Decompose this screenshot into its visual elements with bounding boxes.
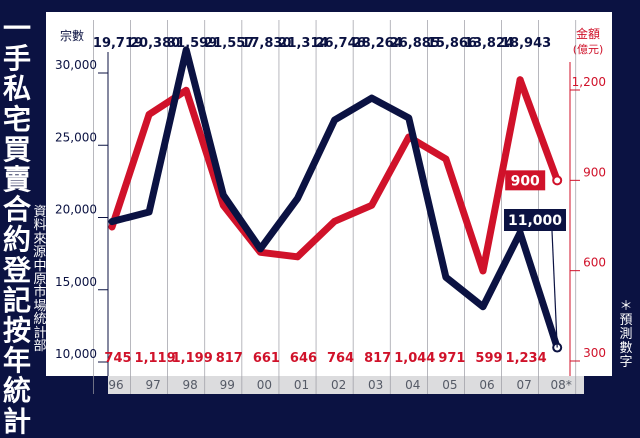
volume-data-label: 26,885	[390, 36, 440, 51]
line-chart: 宗數 金額 (億元) 10,000 15,000 20,000 25,000 30,00…	[46, 12, 612, 394]
x-tick-label: 02	[331, 378, 346, 392]
value-series-line	[108, 76, 524, 275]
x-axis-band	[108, 376, 584, 394]
forecast-note: ＊預測數字	[619, 299, 633, 370]
volume-forecast-leader	[551, 230, 558, 348]
volume-forecast-label: 11,000	[508, 213, 562, 229]
right-axis-sublabel: (億元)	[573, 43, 604, 56]
source-note: 資料來源：中原市場統計部	[33, 205, 60, 355]
value-data-label: 1,199	[172, 351, 213, 366]
value-data-label: 599	[475, 351, 502, 366]
value-forecast-callout: 900	[505, 170, 546, 191]
value-data-label: 1,119	[135, 351, 176, 366]
volume-data-label: 15,866	[427, 36, 477, 51]
value-data-label: 1,234	[506, 351, 547, 366]
volume-data-label: 31,599	[167, 36, 217, 51]
right-tick-label: 600	[583, 256, 606, 270]
x-tick-label: 03	[368, 378, 383, 392]
x-tick-label: 05	[442, 378, 457, 392]
volume-data-label: 18,943	[501, 36, 551, 51]
data-labels: 19,71920,38031,59921,55717,83021,31426,7…	[93, 36, 566, 366]
volume-data-label: 26,746	[316, 36, 366, 51]
volume-series-forecast-segment	[516, 229, 561, 352]
x-tick-label: 97	[145, 378, 160, 392]
value-series-point	[552, 175, 563, 186]
chart-title: 一手私宅買賣合約登記按年統計	[2, 12, 31, 438]
left-tick-label: 20,000	[55, 203, 97, 217]
value-data-label: 661	[253, 351, 280, 366]
x-tick-label: 07	[516, 378, 531, 392]
axes: 10,000 15,000 20,000 25,000 30,000 300 600 900 1…	[55, 52, 606, 392]
value-data-label: 646	[290, 351, 317, 366]
volume-data-label: 19,719	[93, 36, 143, 51]
x-tick-label: 08*	[551, 378, 572, 392]
left-tick-label: 25,000	[55, 130, 97, 144]
volume-forecast-callout: 11,000	[504, 209, 566, 348]
value-data-label: 1,044	[394, 351, 435, 366]
value-data-label: 817	[364, 351, 391, 366]
x-tick-label: 99	[220, 378, 235, 392]
value-series-forecast-segment	[516, 76, 561, 184]
right-tick-label: 900	[583, 165, 606, 179]
x-tick-label: 04	[405, 378, 420, 392]
value-data-label: 817	[216, 351, 243, 366]
volume-data-label: 20,380	[130, 36, 180, 51]
volume-series-line	[108, 46, 524, 311]
left-tick-label: 30,000	[55, 58, 97, 72]
volume-data-label: 21,557	[204, 36, 254, 51]
right-tick-label: 1,200	[572, 75, 606, 89]
volume-data-label: 13,824	[464, 36, 514, 51]
volume-data-label: 28,264	[353, 36, 403, 51]
x-tick-label: 06	[479, 378, 494, 392]
plot-background	[46, 12, 612, 376]
left-axis-label: 宗數	[60, 28, 84, 43]
left-tick-label: 15,000	[55, 275, 97, 289]
value-data-label: 764	[327, 351, 354, 366]
right-axis-label: 金額	[576, 26, 600, 41]
volume-data-label: 21,314	[278, 36, 328, 51]
x-tick-label: 96	[108, 378, 123, 392]
value-data-label: 971	[438, 351, 465, 366]
right-tick-label: 300	[583, 346, 606, 360]
left-tick-label: 10,000	[55, 347, 97, 361]
value-forecast-label: 900	[511, 173, 540, 189]
x-tick-label: 00	[257, 378, 272, 392]
volume-forecast-box	[504, 209, 566, 231]
x-tick-label: 01	[294, 378, 309, 392]
value-data-label: 745	[104, 351, 131, 366]
value-forecast-box	[505, 170, 546, 191]
series-lines	[108, 46, 563, 353]
volume-data-label: 17,830	[241, 36, 291, 51]
x-tick-label: 98	[183, 378, 198, 392]
